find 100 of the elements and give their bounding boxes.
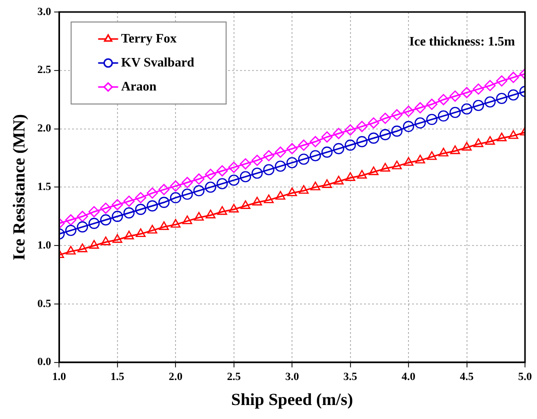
point bbox=[380, 112, 391, 124]
point bbox=[310, 136, 321, 148]
point bbox=[76, 221, 88, 233]
point bbox=[240, 200, 250, 209]
point bbox=[182, 176, 193, 188]
point bbox=[450, 90, 461, 102]
point bbox=[217, 206, 228, 215]
point bbox=[438, 110, 450, 122]
point bbox=[391, 126, 402, 137]
point bbox=[88, 206, 100, 218]
point bbox=[298, 185, 309, 194]
point bbox=[112, 234, 122, 243]
point bbox=[276, 190, 286, 200]
point bbox=[391, 109, 402, 120]
point bbox=[263, 164, 274, 176]
point bbox=[194, 212, 204, 221]
point bbox=[415, 154, 426, 164]
point bbox=[252, 196, 262, 206]
point bbox=[206, 210, 216, 218]
x-tick-label: 2.5 bbox=[226, 370, 242, 383]
legend-label: KV Svalbard bbox=[121, 54, 196, 70]
point bbox=[264, 194, 274, 204]
x-tick-label: 3.0 bbox=[285, 370, 300, 383]
point bbox=[274, 146, 286, 158]
point bbox=[193, 185, 205, 196]
legend-label: Araon bbox=[121, 78, 158, 94]
y-tick-label: 0.5 bbox=[37, 298, 52, 310]
point bbox=[334, 176, 344, 184]
point bbox=[88, 218, 100, 230]
point bbox=[356, 120, 368, 132]
x-tick-label: 4.5 bbox=[460, 370, 474, 383]
point bbox=[182, 215, 192, 224]
point bbox=[368, 117, 380, 129]
point bbox=[438, 94, 450, 106]
point bbox=[89, 240, 100, 249]
point bbox=[356, 136, 368, 148]
point bbox=[286, 143, 298, 154]
annotation: Ice thickness: 1.5m bbox=[409, 33, 516, 48]
point bbox=[66, 246, 76, 255]
point bbox=[228, 204, 239, 212]
point bbox=[380, 162, 390, 172]
point bbox=[193, 173, 205, 185]
point bbox=[228, 162, 240, 173]
point bbox=[310, 182, 320, 190]
point bbox=[240, 171, 252, 182]
y-tick-label: 2.0 bbox=[37, 122, 52, 135]
point bbox=[170, 218, 181, 228]
point bbox=[123, 196, 135, 207]
point bbox=[426, 98, 438, 110]
point bbox=[380, 129, 391, 140]
point bbox=[368, 166, 379, 176]
y-tick-label: 3.0 bbox=[37, 6, 52, 18]
point bbox=[357, 170, 367, 179]
point bbox=[112, 199, 123, 210]
point bbox=[147, 224, 158, 234]
point bbox=[473, 138, 484, 148]
point bbox=[322, 179, 332, 188]
point bbox=[508, 130, 518, 139]
point bbox=[252, 154, 263, 166]
point bbox=[496, 75, 508, 87]
point bbox=[484, 80, 496, 92]
point bbox=[100, 214, 112, 226]
point bbox=[414, 102, 426, 114]
point bbox=[123, 207, 135, 218]
point bbox=[333, 128, 344, 140]
point bbox=[135, 192, 146, 204]
point bbox=[170, 192, 182, 204]
point bbox=[216, 178, 228, 190]
point bbox=[170, 180, 182, 192]
point bbox=[310, 150, 321, 162]
point bbox=[298, 154, 310, 165]
point bbox=[287, 187, 298, 196]
point bbox=[344, 140, 356, 151]
point bbox=[112, 210, 123, 222]
point bbox=[450, 106, 461, 118]
point bbox=[485, 136, 495, 145]
point bbox=[321, 131, 333, 143]
point bbox=[414, 117, 426, 129]
point bbox=[461, 103, 472, 115]
point bbox=[472, 100, 484, 112]
point bbox=[78, 244, 88, 252]
y-tick-label: 1.5 bbox=[37, 181, 52, 194]
point bbox=[392, 160, 402, 170]
point bbox=[135, 204, 146, 215]
point bbox=[100, 202, 112, 214]
point bbox=[462, 142, 472, 151]
y-tick-label: 2.5 bbox=[37, 64, 52, 76]
point bbox=[146, 187, 158, 199]
point bbox=[204, 168, 216, 180]
x-tick-label: 4.0 bbox=[402, 370, 416, 383]
point bbox=[484, 96, 496, 108]
point bbox=[426, 151, 437, 160]
legend-label: Terry Fox bbox=[121, 30, 178, 46]
point bbox=[274, 160, 286, 172]
point bbox=[286, 157, 298, 168]
point bbox=[402, 106, 414, 117]
point bbox=[461, 86, 472, 98]
point bbox=[146, 200, 158, 212]
point bbox=[158, 184, 170, 196]
point bbox=[159, 221, 169, 230]
